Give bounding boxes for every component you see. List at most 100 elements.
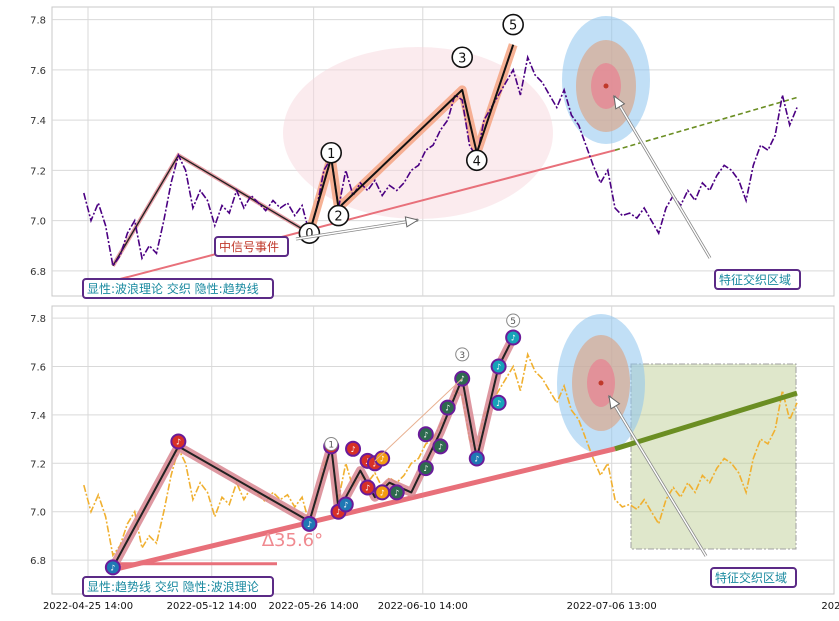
note-marker-18 [468, 450, 485, 467]
wave-marker-label-1: 1 [327, 147, 335, 162]
note-glyph-0: ♪ [110, 563, 115, 572]
wave-marker-label-3: 3 [458, 51, 466, 66]
note-marker-6 [345, 440, 362, 457]
top-ytick-4: 7.6 [30, 66, 46, 77]
note-glyph-1: ♪ [176, 438, 181, 447]
bottom-zone-box [710, 567, 797, 588]
top-ytick-2: 7.2 [30, 166, 46, 177]
note-glyph-15: ♪ [438, 442, 443, 451]
top-caption-box [82, 278, 274, 299]
note-marker-20 [490, 358, 507, 375]
xtick-5: 2022-08-10 13:00 [821, 601, 839, 612]
faded-wave-label-5: 5 [510, 317, 516, 327]
bottom-ytick-2: 7.2 [30, 459, 46, 470]
note-glyph-16: ♪ [445, 404, 450, 413]
thin-ref-line-bottom [374, 378, 463, 462]
note-glyph-9: ♪ [372, 459, 377, 468]
note-glyph-13: ♪ [423, 464, 428, 473]
note-marker-5 [337, 496, 354, 513]
top-ytick-3: 7.4 [30, 116, 46, 127]
note-marker-12 [388, 484, 405, 501]
top-panel-frame [51, 6, 835, 297]
note-glyph-11: ♪ [380, 454, 385, 463]
bottom-ytick-3: 7.4 [30, 411, 46, 422]
wave-marker-3 [451, 46, 474, 69]
note-marker-19 [490, 394, 507, 411]
zone-arrow-bottom-head [608, 394, 621, 410]
faded-wave-marker-5 [506, 313, 521, 328]
zone-arrow-top-head [613, 94, 626, 110]
xtick-2: 2022-05-26 14:00 [269, 601, 359, 612]
zone-center-top [603, 83, 609, 89]
note-glyph-4: ♪ [336, 508, 341, 517]
faded-wave-marker-3 [455, 347, 470, 362]
trendline-green-bottom [614, 390, 798, 452]
note-glyph-8: ♪ [365, 484, 370, 493]
bottom-caption-label: 显性:趋势线 交织 隐性:波浪理论 [87, 579, 259, 594]
trendline-bottom [112, 446, 616, 573]
wave-marker-label-0: 0 [305, 227, 313, 242]
wave-marker-2 [327, 204, 350, 227]
wave-marker-label-5: 5 [509, 19, 517, 34]
wave-marker-1 [320, 141, 343, 164]
note-marker-14 [417, 426, 434, 443]
top-caption-label: 显性:波浪理论 交织 隐性:趋势线 [87, 281, 259, 296]
wave-marker-4 [465, 149, 488, 172]
bottom-ytick-1: 7.0 [30, 508, 46, 519]
event-arrow-shaft [295, 219, 419, 240]
note-glyph-6: ♪ [350, 445, 355, 454]
zone-arrow-bottom-shaft [608, 395, 707, 557]
top-ytick-1: 7.0 [30, 217, 46, 228]
zone-center-bottom [598, 380, 604, 386]
note-marker-13 [417, 460, 434, 477]
top-event-box [214, 236, 289, 257]
bottom-ytick-5: 7.8 [30, 314, 46, 325]
bottom-ytick-4: 7.6 [30, 363, 46, 374]
wave-marker-5 [502, 13, 524, 36]
note-glyph-19: ♪ [496, 399, 501, 408]
angle-label: ∆35.6° [261, 530, 323, 551]
xtick-0: 2022-04-25 14:00 [43, 601, 133, 612]
note-marker-2 [301, 515, 318, 532]
note-marker-21 [505, 329, 522, 346]
xtick-3: 2022-06-10 14:00 [378, 601, 468, 612]
note-marker-11 [374, 450, 391, 467]
bottom-caption-box [82, 576, 274, 597]
wave-marker-label-2: 2 [334, 210, 342, 225]
note-glyph-21: ♪ [511, 333, 516, 342]
event-arrow-head [404, 216, 420, 228]
top-ytick-5: 7.8 [30, 16, 46, 27]
bottom-zone-label: 特征交织区域 [715, 570, 787, 585]
note-glyph-20: ♪ [496, 363, 501, 372]
xtick-1: 2022-05-12 14:00 [167, 601, 257, 612]
wave-marker-label-4: 4 [473, 154, 481, 169]
note-glyph-18: ♪ [474, 454, 479, 463]
note-glyph-5: ♪ [343, 500, 348, 509]
note-glyph-2: ♪ [307, 520, 312, 529]
wave-line-top [308, 44, 515, 234]
note-glyph-14: ♪ [423, 430, 428, 439]
faded-wave-label-1: 1 [328, 440, 334, 450]
faded-wave-label-3: 3 [459, 351, 465, 361]
shaded-box-bottom [630, 363, 797, 550]
top-ytick-0: 6.8 [30, 267, 46, 278]
note-marker-0 [104, 559, 121, 576]
top-zone-box [714, 269, 801, 290]
note-marker-15 [432, 438, 449, 455]
note-glyph-10: ♪ [380, 488, 385, 497]
zone-arrow-top-shaft [613, 95, 711, 259]
top-zone-label: 特征交织区域 [719, 272, 791, 287]
bottom-panel-frame [51, 305, 835, 595]
note-marker-1 [170, 433, 187, 450]
note-marker-8 [359, 479, 376, 496]
wave-line-bottom [112, 337, 515, 568]
trendline-top [112, 149, 616, 282]
faded-wave-marker-1 [324, 436, 339, 451]
note-marker-16 [439, 399, 456, 416]
xtick-4: 2022-07-06 13:00 [567, 601, 657, 612]
note-glyph-12: ♪ [394, 488, 399, 497]
top-event-label: 中信号事件 [219, 239, 279, 254]
bottom-ytick-0: 6.8 [30, 556, 46, 567]
